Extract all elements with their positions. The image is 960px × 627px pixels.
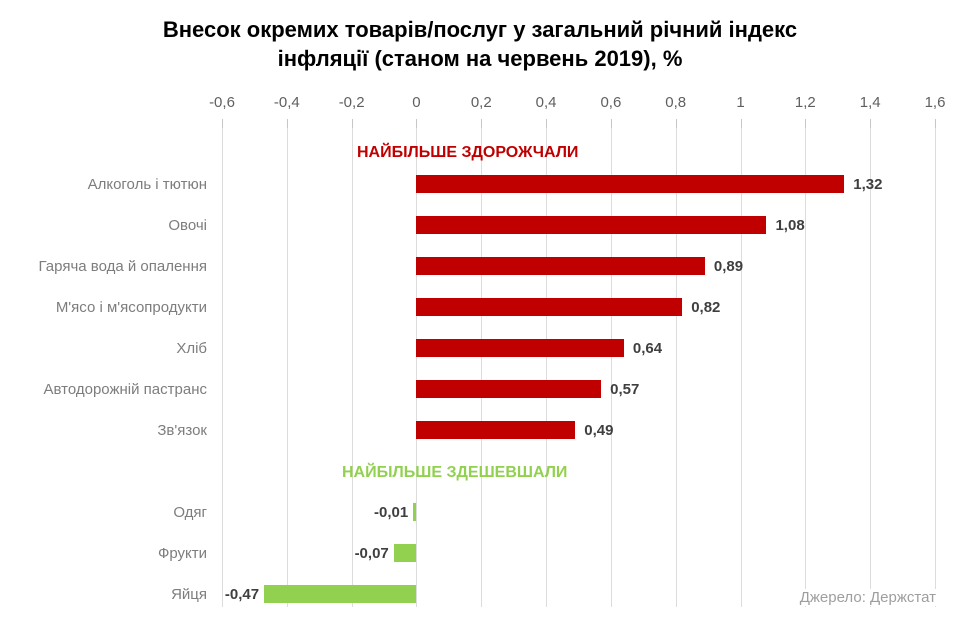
x-tick-label: -0,2 bbox=[338, 94, 365, 111]
gridline bbox=[610, 127, 612, 607]
bar bbox=[416, 339, 624, 357]
x-axis-tick bbox=[935, 119, 936, 128]
x-tick-label: 1 bbox=[736, 94, 745, 111]
category-label: Яйця bbox=[171, 586, 207, 603]
bar bbox=[416, 298, 683, 316]
x-axis-tick bbox=[481, 119, 483, 128]
x-tick-label: 0,6 bbox=[600, 94, 622, 111]
x-tick-label: 0,4 bbox=[535, 94, 557, 111]
value-label: -0,07 bbox=[354, 545, 389, 562]
value-label: 1,08 bbox=[775, 217, 805, 234]
section-header-decrease: НАЙБІЛЬШЕ ЗДЕШЕВШАЛИ bbox=[342, 464, 568, 481]
gridline bbox=[870, 127, 872, 607]
category-label: М'ясо і м'ясопродукти bbox=[55, 299, 207, 316]
x-axis-tick bbox=[870, 119, 872, 128]
gridline bbox=[286, 127, 288, 607]
x-axis-tick bbox=[675, 119, 677, 128]
value-label: -0,01 bbox=[374, 504, 409, 521]
chart-title: Внесок окремих товарів/послуг у загальни… bbox=[0, 15, 960, 73]
x-axis-tick bbox=[610, 119, 612, 128]
x-tick-label: -0,6 bbox=[209, 94, 235, 111]
bar bbox=[416, 216, 767, 234]
x-axis-tick bbox=[416, 119, 418, 128]
category-label: Автодорожній пастранс bbox=[43, 381, 207, 398]
gridline bbox=[416, 127, 418, 607]
category-label: Зв'язок bbox=[157, 422, 207, 439]
x-tick-label: 1,4 bbox=[859, 94, 881, 111]
gridline bbox=[675, 127, 677, 607]
gridline bbox=[935, 127, 936, 607]
x-tick-label: 0,8 bbox=[665, 94, 687, 111]
category-label: Фрукти bbox=[157, 545, 207, 562]
value-label: 0,89 bbox=[713, 258, 744, 275]
gridline bbox=[351, 127, 353, 607]
bar bbox=[416, 421, 576, 439]
gridline bbox=[481, 127, 483, 607]
x-axis-tick bbox=[286, 119, 288, 128]
x-axis-tick bbox=[546, 119, 548, 128]
value-label: -0,47 bbox=[224, 586, 260, 603]
x-axis-tick bbox=[222, 119, 223, 128]
x-tick-label: 1,2 bbox=[794, 94, 816, 111]
gridline bbox=[740, 127, 742, 607]
bar bbox=[416, 257, 705, 275]
section-header-increase: НАЙБІЛЬШЕ ЗДОРОЖЧАЛИ bbox=[357, 144, 579, 161]
category-label: Одяг bbox=[173, 504, 207, 521]
gridline bbox=[222, 127, 223, 607]
x-axis-tick bbox=[740, 119, 742, 128]
chart-title-line-1: Внесок окремих товарів/послуг у загальни… bbox=[162, 17, 798, 42]
value-label: 0,82 bbox=[691, 299, 721, 316]
chart-title-line-2: інфляції (станом на червень 2019), % bbox=[277, 46, 683, 71]
x-tick-label: 0 bbox=[412, 94, 421, 111]
x-axis-tick bbox=[805, 119, 807, 128]
bar bbox=[416, 380, 602, 398]
gridline bbox=[805, 127, 807, 607]
x-tick-label: 0,2 bbox=[470, 94, 492, 111]
category-label: Гаряча вода й опалення bbox=[38, 258, 207, 275]
category-label: Хліб bbox=[176, 340, 207, 357]
x-tick-label: -0,4 bbox=[273, 94, 300, 111]
bar bbox=[264, 585, 417, 603]
category-label: Алкоголь і тютюн bbox=[87, 176, 207, 193]
x-tick-label: 1,6 bbox=[924, 94, 946, 111]
value-label: 0,64 bbox=[632, 340, 663, 357]
category-label: Овочі bbox=[168, 217, 207, 234]
value-label: 1,32 bbox=[853, 176, 883, 193]
gridline bbox=[546, 127, 548, 607]
bar bbox=[416, 175, 845, 193]
bar bbox=[413, 503, 417, 521]
value-label: 0,57 bbox=[610, 381, 640, 398]
x-axis-tick bbox=[351, 119, 353, 128]
bar bbox=[393, 544, 417, 562]
value-label: 0,49 bbox=[584, 422, 614, 439]
source-note: Джерело: Держстат bbox=[794, 589, 936, 606]
